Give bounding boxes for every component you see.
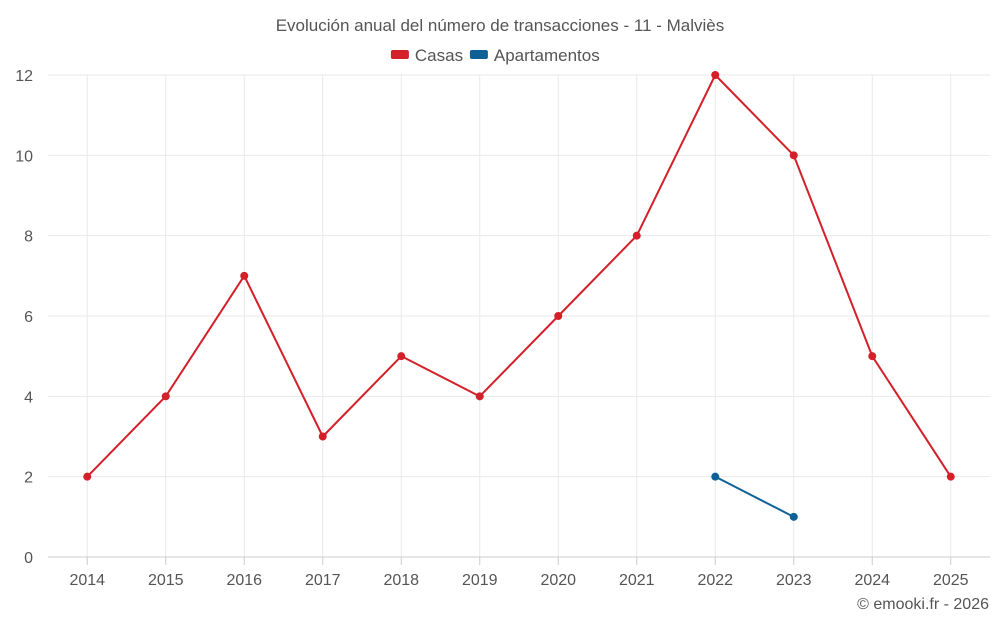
legend-label: Casas bbox=[415, 46, 463, 65]
x-tick-label: 2024 bbox=[854, 572, 890, 589]
y-tick-label: 0 bbox=[24, 550, 33, 567]
data-point-casas[interactable] bbox=[632, 231, 641, 240]
legend-swatch bbox=[390, 50, 409, 59]
gridlines bbox=[48, 74, 990, 557]
axes: 0 2 4 6 8 10 12 2014 2015 2016 2017 2018 2019 2020 202… bbox=[15, 68, 990, 589]
x-tick-label: 2023 bbox=[776, 572, 812, 589]
credit-text: © emooki.fr - 2026 bbox=[857, 596, 989, 613]
data-point-casas[interactable] bbox=[83, 472, 92, 481]
data-point-casas[interactable] bbox=[240, 271, 249, 280]
series-line-apartamentos bbox=[714, 475, 795, 518]
legend-swatch bbox=[469, 50, 488, 59]
y-tick-label: 2 bbox=[24, 470, 33, 487]
x-tick-label: 2025 bbox=[933, 572, 969, 589]
chart-title: Evolución anual del número de transaccio… bbox=[276, 16, 725, 35]
y-tick-label: 4 bbox=[24, 389, 33, 406]
data-point-apartamentos[interactable] bbox=[711, 472, 720, 481]
x-tick-label: 2016 bbox=[226, 572, 262, 589]
y-tick-label: 6 bbox=[24, 309, 33, 326]
legend-item-apartamentos[interactable]: Apartamentos bbox=[469, 46, 600, 65]
data-point-casas[interactable] bbox=[946, 472, 955, 481]
series-layer bbox=[83, 71, 955, 521]
x-tick-label: 2020 bbox=[540, 572, 576, 589]
series-line-casas bbox=[86, 74, 952, 478]
y-tick-label: 8 bbox=[24, 229, 33, 246]
data-point-casas[interactable] bbox=[475, 392, 484, 401]
x-tick-label: 2017 bbox=[305, 572, 341, 589]
x-tick-label: 2022 bbox=[697, 572, 733, 589]
x-tick-label: 2014 bbox=[69, 572, 105, 589]
data-point-apartamentos[interactable] bbox=[789, 512, 798, 521]
data-point-casas[interactable] bbox=[397, 352, 406, 361]
data-point-casas[interactable] bbox=[868, 352, 877, 361]
y-tick-label: 12 bbox=[15, 68, 33, 85]
legend: Casas Apartamentos bbox=[390, 46, 600, 65]
data-point-casas[interactable] bbox=[318, 432, 327, 441]
x-tick-label: 2018 bbox=[383, 572, 419, 589]
data-point-casas[interactable] bbox=[711, 71, 720, 79]
data-point-casas[interactable] bbox=[554, 312, 563, 320]
legend-item-casas[interactable]: Casas bbox=[390, 46, 463, 65]
data-point-casas[interactable] bbox=[789, 151, 798, 160]
legend-label: Apartamentos bbox=[494, 46, 600, 65]
y-tick-label: 10 bbox=[15, 148, 33, 165]
x-tick-label: 2019 bbox=[462, 572, 498, 589]
x-tick-label: 2021 bbox=[619, 572, 655, 589]
data-point-casas[interactable] bbox=[161, 392, 170, 401]
x-tick-label: 2015 bbox=[148, 572, 184, 589]
